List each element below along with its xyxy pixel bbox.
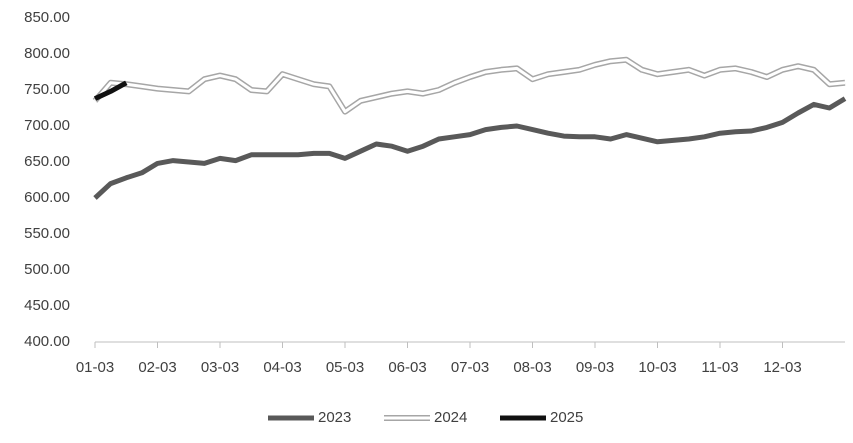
x-tick-label: 03-03 bbox=[201, 359, 239, 376]
x-tick-label: 02-03 bbox=[138, 359, 176, 376]
legend-label: 2025 bbox=[550, 409, 583, 426]
y-tick-label: 750.00 bbox=[24, 81, 70, 98]
y-tick-label: 600.00 bbox=[24, 189, 70, 206]
x-tick-label: 12-03 bbox=[763, 359, 801, 376]
y-tick-label: 650.00 bbox=[24, 153, 70, 170]
y-tick-label: 500.00 bbox=[24, 261, 70, 278]
x-tick-label: 05-03 bbox=[326, 359, 364, 376]
x-tick-label: 01-03 bbox=[76, 359, 114, 376]
series-line bbox=[93, 96, 847, 200]
x-tick-label: 04-03 bbox=[263, 359, 301, 376]
y-tick-label: 850.00 bbox=[24, 9, 70, 26]
x-tick-label: 08-03 bbox=[513, 359, 551, 376]
y-tick-label: 550.00 bbox=[24, 225, 70, 242]
y-tick-label: 450.00 bbox=[24, 297, 70, 314]
legend-label: 2023 bbox=[318, 409, 351, 426]
x-tick-label: 11-03 bbox=[701, 359, 738, 376]
y-tick-label: 400.00 bbox=[24, 333, 70, 350]
x-tick-label: 09-03 bbox=[576, 359, 614, 376]
y-tick-label: 800.00 bbox=[24, 45, 70, 62]
x-tick-label: 10-03 bbox=[638, 359, 676, 376]
legend-label: 2024 bbox=[434, 409, 467, 426]
x-tick-label: 06-03 bbox=[388, 359, 426, 376]
series-line-core bbox=[93, 58, 846, 114]
series-line bbox=[93, 80, 128, 101]
x-tick-label: 07-03 bbox=[451, 359, 489, 376]
y-tick-label: 700.00 bbox=[24, 117, 70, 134]
